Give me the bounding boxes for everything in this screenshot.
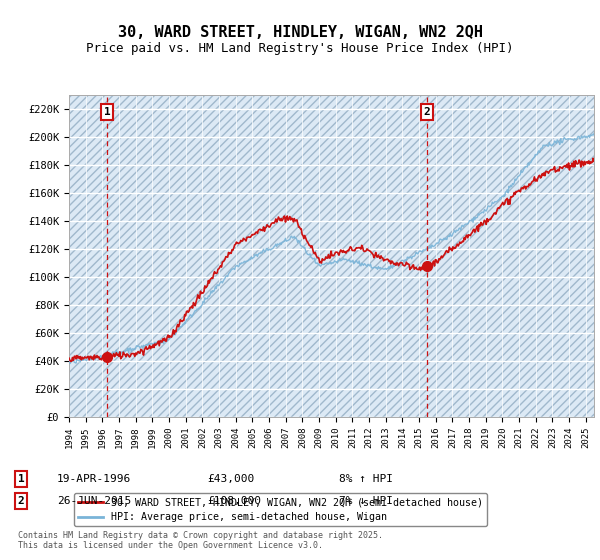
- Text: 30, WARD STREET, HINDLEY, WIGAN, WN2 2QH: 30, WARD STREET, HINDLEY, WIGAN, WN2 2QH: [118, 25, 482, 40]
- Text: £108,000: £108,000: [207, 496, 261, 506]
- Text: 8% ↑ HPI: 8% ↑ HPI: [339, 474, 393, 484]
- Text: 1: 1: [104, 107, 111, 117]
- Text: 26-JUN-2015: 26-JUN-2015: [57, 496, 131, 506]
- Text: Contains HM Land Registry data © Crown copyright and database right 2025.
This d: Contains HM Land Registry data © Crown c…: [18, 530, 383, 550]
- Text: £43,000: £43,000: [207, 474, 254, 484]
- Text: 19-APR-1996: 19-APR-1996: [57, 474, 131, 484]
- Text: Price paid vs. HM Land Registry's House Price Index (HPI): Price paid vs. HM Land Registry's House …: [86, 42, 514, 55]
- Legend: 30, WARD STREET, HINDLEY, WIGAN, WN2 2QH (semi-detached house), HPI: Average pri: 30, WARD STREET, HINDLEY, WIGAN, WN2 2QH…: [74, 493, 487, 526]
- Text: 1: 1: [17, 474, 25, 484]
- Text: 2: 2: [424, 107, 430, 117]
- Text: 2: 2: [17, 496, 25, 506]
- Text: 7% ↓ HPI: 7% ↓ HPI: [339, 496, 393, 506]
